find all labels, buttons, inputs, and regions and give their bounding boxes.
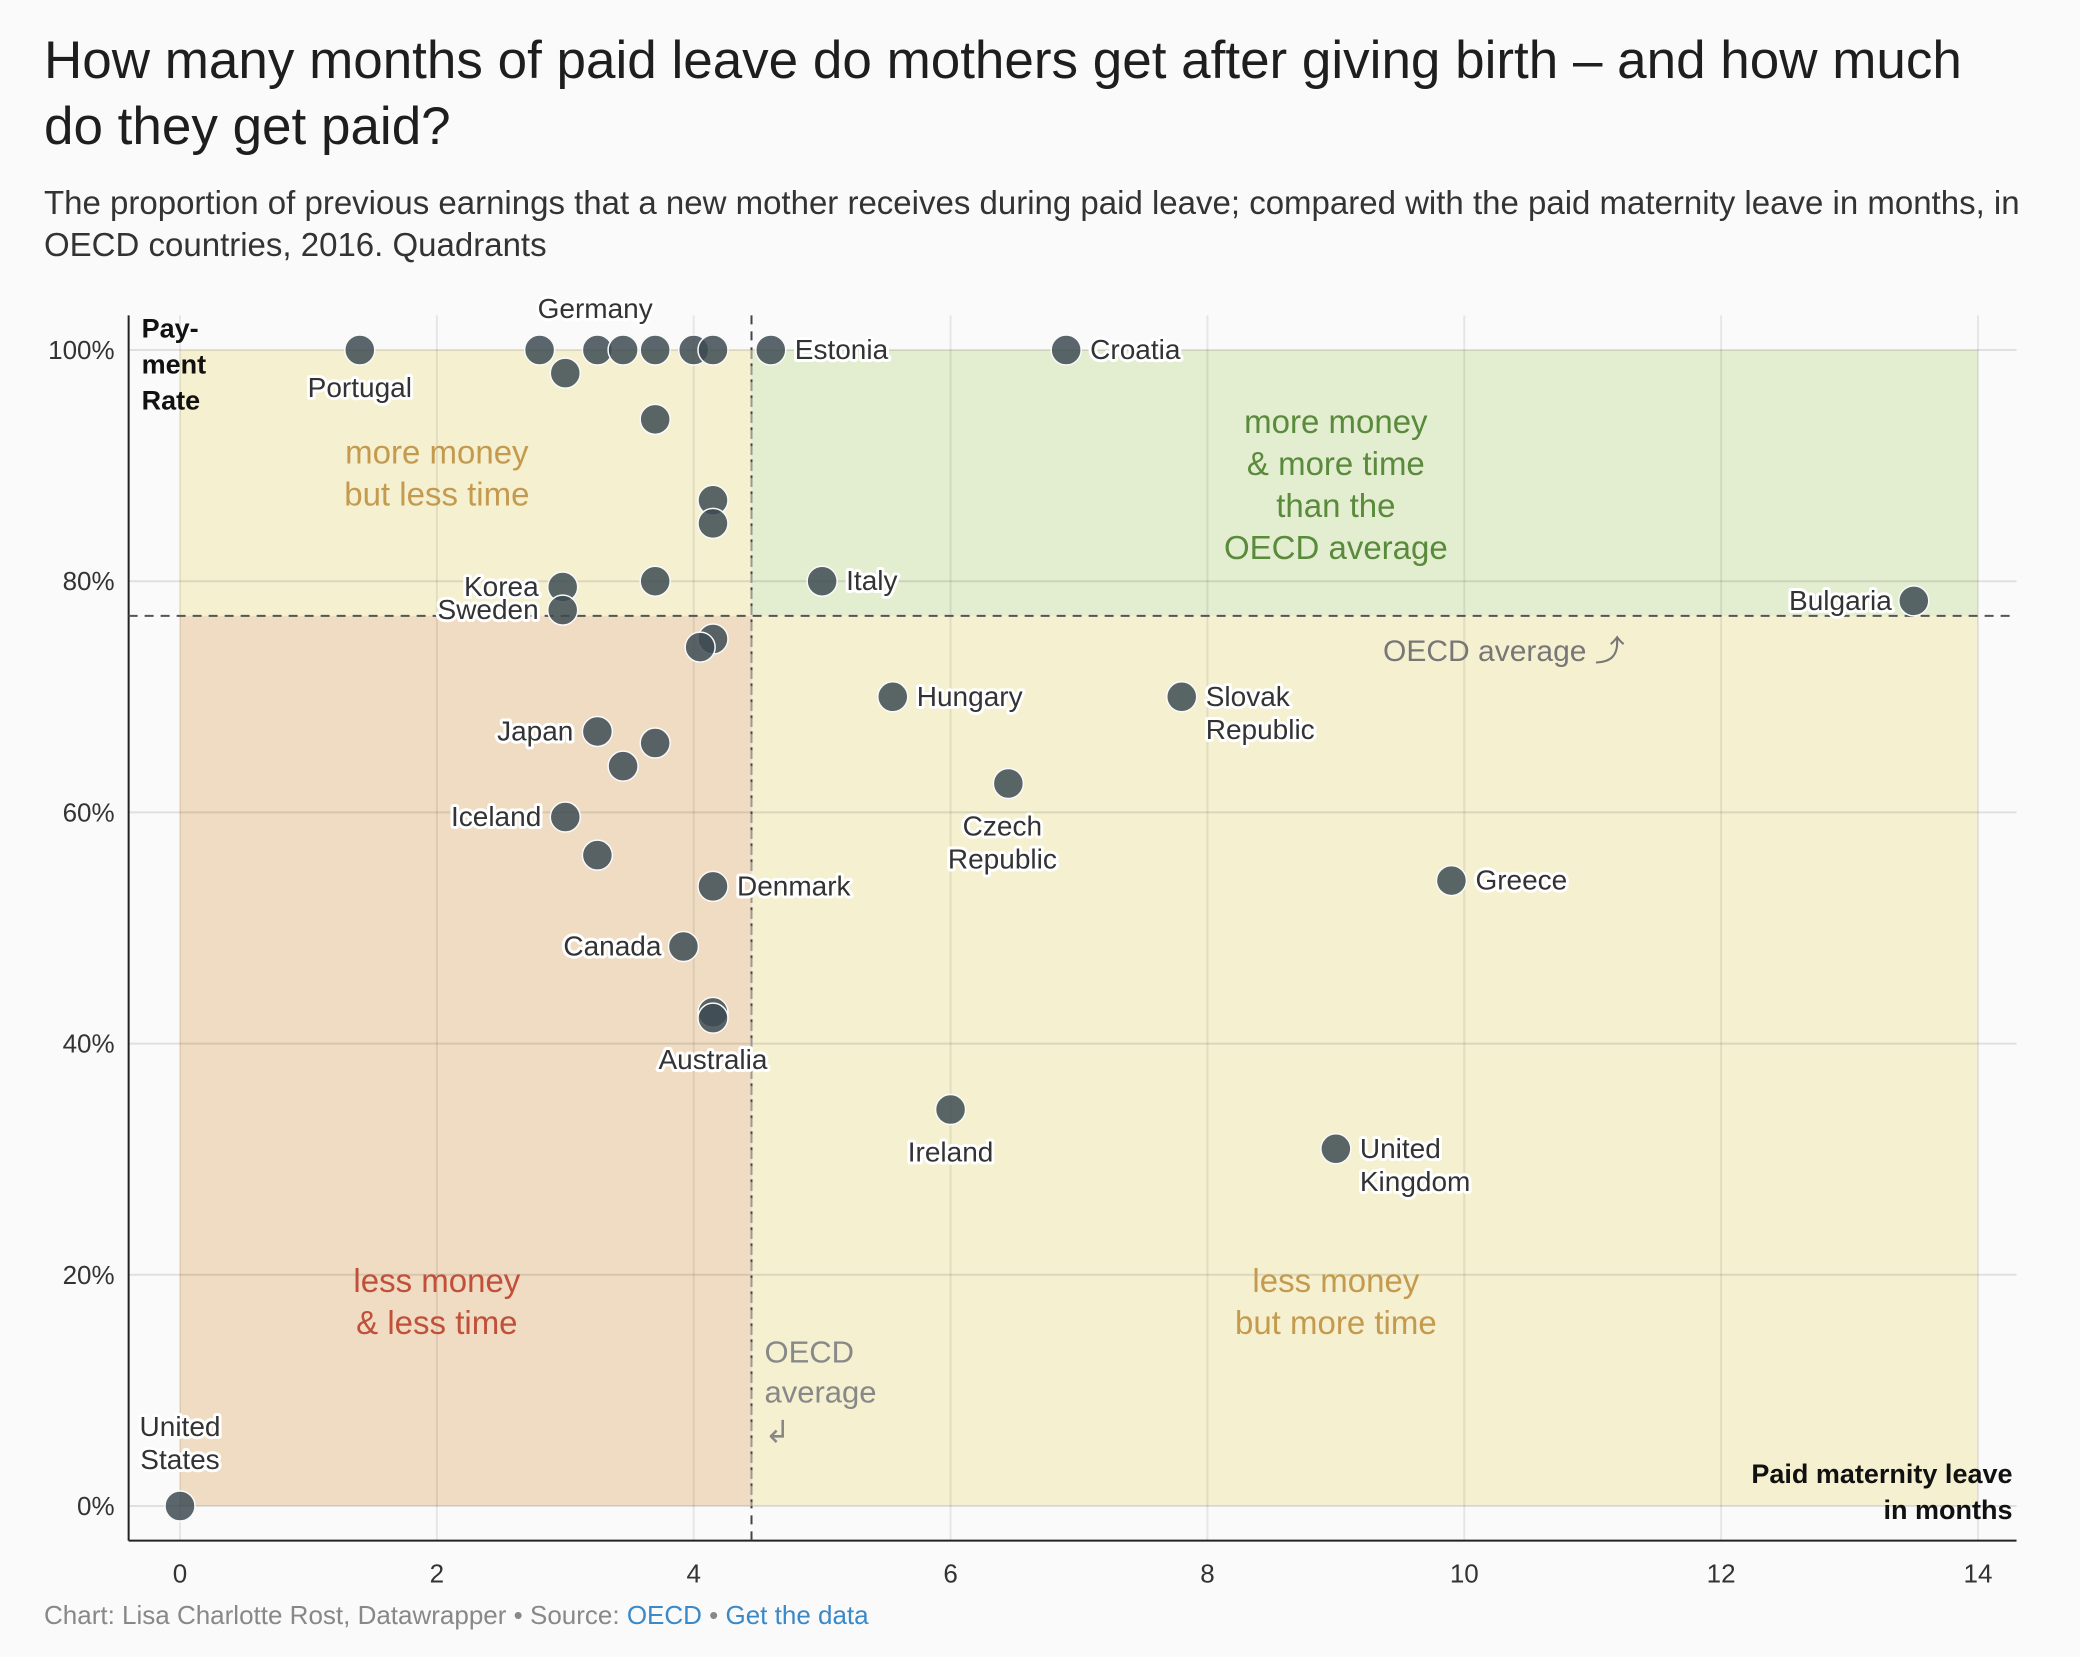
data-point	[639, 334, 671, 366]
source-link[interactable]: OECD	[626, 1600, 702, 1630]
point-label: Hungary	[917, 681, 1023, 712]
point-label: Ireland	[908, 1136, 994, 1167]
quadrant-label-top-right: more money & more time than the OECD averag…	[1224, 403, 1448, 566]
data-point	[1898, 585, 1930, 617]
data-point	[639, 565, 671, 597]
oecd-average-horizontal-label: OECD average ⤴	[1383, 635, 1625, 668]
x-tick-label: 6	[943, 1559, 957, 1589]
x-tick-label: 12	[1707, 1559, 1736, 1589]
point-label: Japan	[497, 715, 573, 746]
data-point	[1435, 864, 1468, 897]
data-point	[607, 334, 639, 366]
data-point	[697, 1002, 729, 1034]
x-axis-title: Paid maternity leave in months	[1751, 1459, 2012, 1525]
x-tick-label: 8	[1200, 1559, 1214, 1589]
y-tick-label: 80%	[63, 566, 115, 596]
data-point	[549, 357, 582, 389]
data-point	[639, 727, 671, 759]
data-point	[1050, 334, 1082, 366]
point-label: Canada	[563, 930, 662, 961]
data-point	[581, 715, 614, 748]
oecd-average-vertical-label: OECD average ↲	[765, 1335, 877, 1450]
data-point	[877, 681, 909, 713]
data-point	[755, 334, 787, 366]
data-point	[684, 631, 716, 663]
data-point	[934, 1093, 967, 1126]
point-label: Australia	[659, 1044, 768, 1075]
y-axis-title: Pay-ment Rate	[142, 313, 207, 415]
quadrant-bottom-left	[180, 615, 752, 1506]
point-label: United States	[140, 1411, 221, 1475]
chart-title: How many months of paid leave do mothers…	[44, 31, 1962, 156]
data-point	[549, 801, 582, 833]
y-tick-label: 20%	[63, 1260, 115, 1290]
chart-subtitle: The proportion of previous earnings that…	[44, 184, 2020, 263]
point-label: Italy	[846, 565, 897, 596]
data-point	[164, 1490, 196, 1522]
point-label: Korea	[464, 571, 539, 602]
y-tick-label: 60%	[63, 797, 115, 827]
x-tick-label: 2	[430, 1559, 444, 1589]
data-point	[697, 870, 729, 903]
data-point	[546, 594, 579, 626]
data-point	[806, 565, 838, 597]
data-point	[639, 403, 671, 436]
footer-credit: Chart: Lisa Charlotte Rost, Datawrapper …	[44, 1600, 627, 1630]
x-tick-label: 10	[1450, 1559, 1479, 1589]
point-label: Portugal	[308, 372, 412, 403]
point-label: Bulgaria	[1789, 585, 1892, 616]
quadrant-label-bottom-right: less money but more time	[1235, 1262, 1437, 1341]
quadrant-label-top-left: more money but less time	[344, 433, 529, 512]
point-label: United Kingdom	[1360, 1133, 1471, 1197]
footer-separator: •	[701, 1600, 726, 1630]
x-tick-label: 0	[173, 1559, 187, 1589]
y-tick-label: 0%	[77, 1491, 115, 1521]
chart-footer: Chart: Lisa Charlotte Rost, Datawrapper …	[44, 1600, 869, 1631]
x-tick-label: 14	[1964, 1559, 1993, 1589]
point-label: Estonia	[795, 334, 889, 365]
point-label: Iceland	[451, 801, 541, 832]
y-tick-label: 100%	[48, 335, 115, 365]
point-label: Sweden	[438, 594, 539, 625]
data-point	[581, 839, 614, 871]
data-point	[667, 930, 700, 963]
quadrant-bottom-right	[751, 615, 1979, 1506]
data-point	[607, 750, 639, 782]
data-point	[697, 507, 729, 540]
data-point	[523, 334, 556, 366]
point-label: Croatia	[1090, 334, 1181, 365]
point-label: Greece	[1475, 865, 1567, 896]
data-point	[992, 767, 1025, 800]
data-point	[1320, 1133, 1352, 1165]
point-label: Czech Republic	[948, 811, 1057, 875]
x-tick-label: 4	[686, 1559, 700, 1589]
point-label: Denmark	[737, 870, 852, 901]
y-tick-label: 40%	[63, 1029, 115, 1059]
data-point	[697, 334, 729, 366]
quadrant-top-right	[751, 350, 1979, 616]
get-the-data-link[interactable]: Get the data	[725, 1600, 869, 1630]
quadrant-label-bottom-left: less money & less time	[353, 1262, 520, 1341]
data-point	[1165, 681, 1198, 713]
point-label: Slovak Republic	[1206, 681, 1315, 745]
data-point	[344, 334, 376, 366]
point-label: Germany	[538, 293, 653, 324]
